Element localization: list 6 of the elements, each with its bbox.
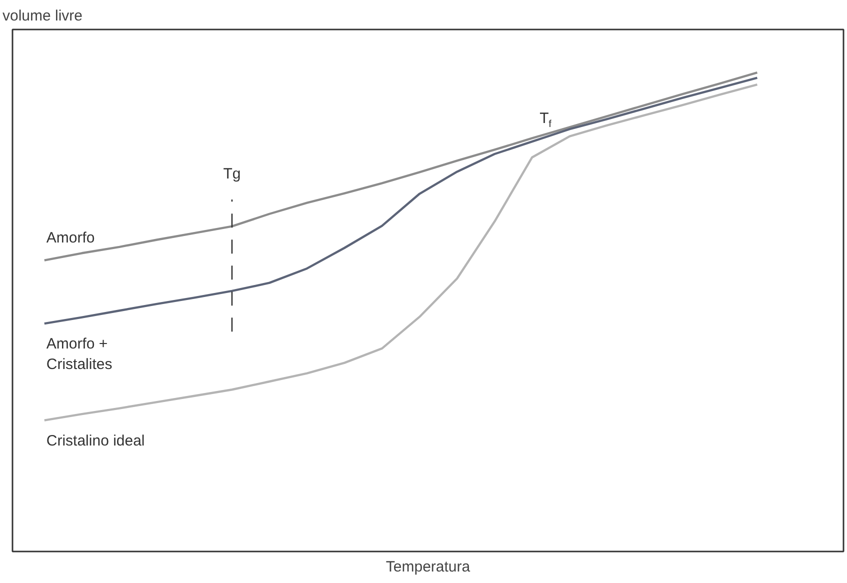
series-label: Amorfo — [46, 229, 95, 246]
y-axis-title: volume livre — [2, 8, 83, 24]
annotation: Tg — [223, 166, 241, 183]
x-axis-title: Temperatura — [386, 558, 471, 576]
series-label: Amorfo + Cristalites — [46, 336, 112, 373]
series-label: Cristalino ideal — [46, 432, 145, 450]
